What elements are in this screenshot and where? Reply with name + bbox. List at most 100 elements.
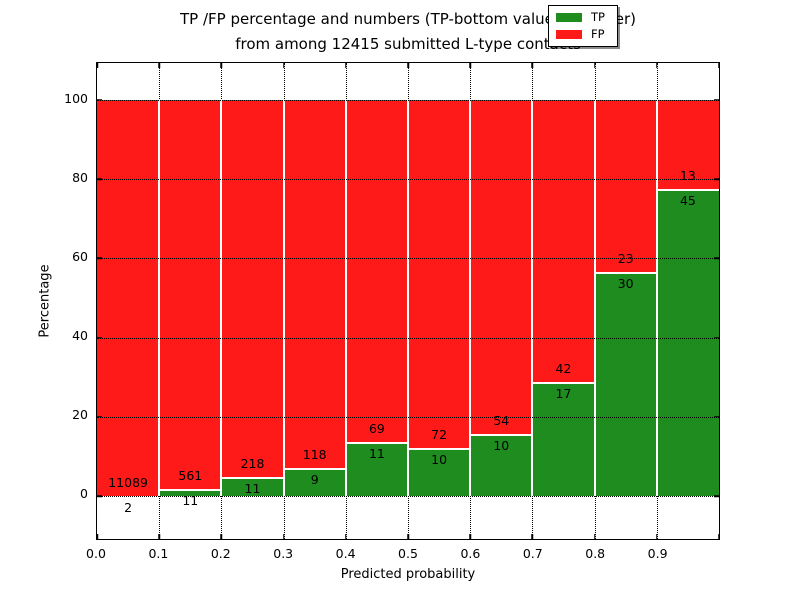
bar-group: [470, 63, 533, 539]
legend-label-tp: TP: [591, 10, 605, 25]
y-axis-label: Percentage: [37, 264, 53, 338]
axis-tick: [345, 63, 347, 68]
bar-segment-fp: [159, 99, 222, 489]
axis-tick: [158, 63, 160, 68]
axis-tick: [718, 63, 719, 68]
horizontal-gridline: [97, 416, 719, 418]
bar-group: [221, 63, 284, 539]
tp-count-label: 11: [368, 445, 385, 461]
axis-tick: [714, 416, 719, 418]
bar-separator: [344, 99, 347, 497]
axis-tick: [593, 534, 596, 539]
tp-count-label: 2: [124, 500, 133, 516]
fp-count-label: 72: [431, 427, 448, 443]
axis-tick: [97, 63, 98, 68]
axis-tick: [531, 534, 534, 539]
bar-separator: [469, 99, 472, 497]
bar-group: [345, 63, 408, 539]
bar-segment-fp: [408, 99, 471, 448]
axis-tick: [220, 534, 223, 539]
bar-segment-tp: [345, 441, 408, 497]
axis-tick: [714, 495, 719, 497]
bar-segment-fp: [97, 99, 160, 497]
axis-tick: [656, 534, 658, 539]
y-tick-label: 80: [72, 169, 88, 185]
axis-tick: [158, 534, 160, 539]
horizontal-gridline: [97, 496, 719, 498]
tp-count-label: 11: [244, 481, 261, 497]
axis-tick: [97, 257, 102, 260]
fp-count-label: 13: [679, 168, 696, 184]
bar-segment-tp: [470, 434, 533, 497]
bar-group: [159, 63, 222, 539]
y-tick-label: 100: [64, 90, 88, 106]
bar-separator: [655, 99, 658, 497]
y-tick-label: 0: [80, 486, 88, 502]
tp-count-label: 10: [431, 452, 448, 468]
axis-tick: [220, 63, 223, 68]
bar-separator: [407, 99, 409, 497]
axis-tick: [469, 534, 471, 539]
bar-segment-fp: [532, 99, 595, 382]
x-tick-label: 0.4: [335, 546, 356, 561]
axis-tick: [97, 534, 98, 539]
x-tick-label: 0.8: [585, 546, 606, 561]
axis-tick: [714, 99, 719, 101]
bar-segment-fp: [656, 99, 719, 189]
x-tick-label: 0.7: [522, 546, 543, 561]
axis-tick: [282, 534, 285, 539]
legend-item-fp: FP: [556, 26, 610, 41]
x-tick-label: 0.9: [647, 546, 668, 561]
x-tick-label: 0.2: [210, 546, 231, 561]
bar-segment-tp: [408, 447, 471, 497]
x-tick-label: 0.0: [86, 546, 106, 561]
x-axis-label: Predicted probability: [340, 567, 476, 582]
fp-count-label: 218: [240, 456, 265, 472]
bar-segment-tp: [283, 468, 346, 497]
legend-swatch-fp: [556, 29, 582, 39]
bar-segment-fp: [345, 99, 408, 442]
legend-swatch-tp: [556, 13, 582, 23]
bar-group: [656, 63, 719, 539]
tp-count-label: 11: [182, 492, 199, 508]
bar-segment-fp: [470, 99, 533, 435]
fp-count-label: 118: [302, 447, 327, 463]
axis-tick: [714, 336, 719, 339]
axis-tick: [407, 534, 409, 539]
axis-tick: [531, 63, 534, 68]
bar-group: [283, 63, 346, 539]
bar-segment-tp: [221, 477, 284, 497]
bar-separator: [593, 99, 596, 497]
legend: TP FP: [548, 5, 618, 47]
y-tick-label: 60: [72, 248, 88, 264]
bar-segment-fp: [221, 99, 284, 478]
axis-tick: [345, 534, 347, 539]
bar-segment-tp: [594, 271, 657, 497]
axis-tick: [407, 63, 409, 68]
x-tick-label: 0.1: [148, 546, 169, 561]
bar-separator: [220, 99, 223, 497]
axis-tick: [97, 495, 102, 497]
chart-title-line-2: from among 12415 submitted L-type contac…: [235, 35, 581, 53]
bar-segment-fp: [594, 99, 657, 272]
x-tick-label: 0.3: [273, 546, 294, 561]
axis-tick: [718, 534, 719, 539]
plot-area: 11089 2 561 11 218 11 118 9 69 11 72 10 54 10 42 17 23 30…: [96, 62, 720, 540]
legend-label-fp: FP: [591, 26, 605, 41]
fp-count-label: 69: [368, 420, 385, 436]
horizontal-gridline: [97, 99, 719, 101]
bar-segment-fp: [283, 99, 346, 469]
bar-segment-tp: [532, 381, 595, 497]
bar-group: [532, 63, 595, 539]
bar-separator: [158, 99, 161, 497]
bar-group: [97, 63, 160, 539]
axis-tick: [97, 336, 102, 339]
axis-tick: [282, 63, 285, 68]
legend-item-tp: TP: [556, 11, 610, 24]
fp-count-label: 11089: [108, 475, 148, 491]
axis-tick: [97, 99, 102, 101]
bar-segment-tp: [159, 488, 222, 497]
fp-count-label: 42: [555, 361, 572, 377]
axis-tick: [593, 63, 596, 68]
axis-tick: [97, 416, 102, 418]
